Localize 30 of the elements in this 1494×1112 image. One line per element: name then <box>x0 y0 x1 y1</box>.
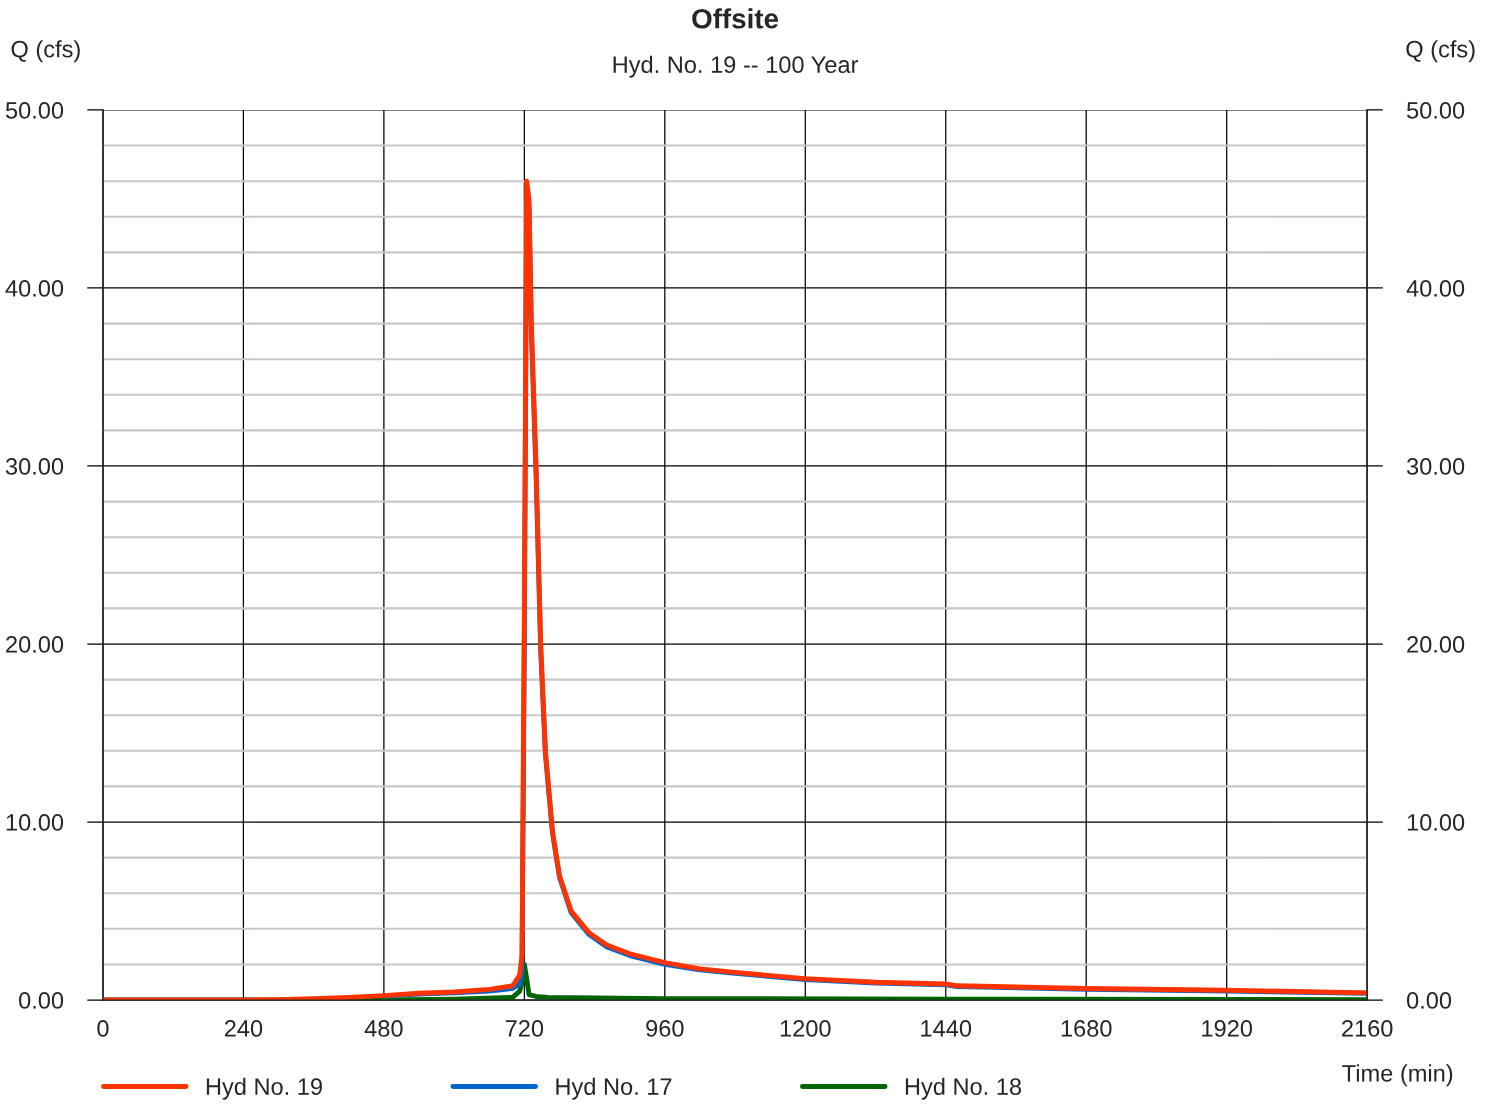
y2-tick-label: 10.00 <box>1407 814 1465 831</box>
x-tick-label: 240 <box>224 1020 263 1037</box>
y-tick-label: 30.00 <box>5 458 64 475</box>
y2-axis-title: Q (cfs) <box>1406 40 1475 63</box>
x-tick-label: 1680 <box>1061 1020 1112 1037</box>
y2-tick-label: 50.00 <box>1406 102 1465 119</box>
x-tick-label: 960 <box>646 1020 684 1037</box>
y-tick-label: 20.00 <box>6 636 64 653</box>
y-tick-label: 40.00 <box>5 280 64 297</box>
y-tick-label: 10.00 <box>6 814 64 831</box>
y-tick-label: 0.00 <box>19 992 64 1009</box>
y2-tick-label: 20.00 <box>1407 636 1465 653</box>
legend-label: Hyd No. 17 <box>556 1077 672 1100</box>
chart-subtitle: Hyd. No. 19 -- 100 Year <box>613 55 859 78</box>
y2-tick-label: 0.00 <box>1406 992 1452 1009</box>
x-tick-label: 1920 <box>1202 1020 1253 1037</box>
x-tick-label: 480 <box>364 1020 403 1037</box>
chart-title: Offsite <box>692 8 779 29</box>
x-tick-label: 1200 <box>780 1020 831 1037</box>
x-tick-label: 0 <box>97 1020 109 1037</box>
y-axis-title: Q (cfs) <box>11 40 80 63</box>
y2-tick-label: 30.00 <box>1406 458 1465 475</box>
legend-label: Hyd No. 19 <box>206 1077 322 1100</box>
x-tick-label: 1440 <box>921 1020 972 1037</box>
x-tick-label: 2160 <box>1342 1020 1393 1037</box>
y-tick-label: 50.00 <box>5 102 64 119</box>
y2-tick-label: 40.00 <box>1406 280 1465 297</box>
x-axis-title: Time (min) <box>1342 1064 1453 1087</box>
legend-label: Hyd No. 18 <box>905 1077 1022 1100</box>
x-tick-label: 720 <box>505 1020 544 1037</box>
